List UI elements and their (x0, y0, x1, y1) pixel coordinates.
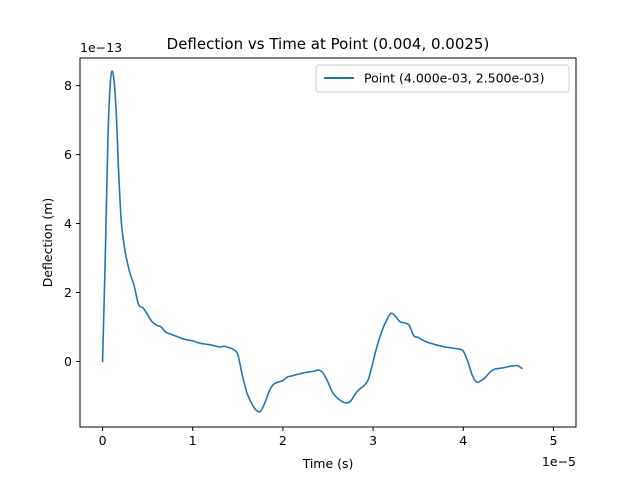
chart-title: Deflection vs Time at Point (0.004, 0.00… (167, 35, 490, 53)
y-axis: 0 2 4 6 8 (64, 78, 80, 369)
plot-frame (79, 57, 577, 428)
x-tick-label: 5 (549, 433, 557, 448)
series-line-0 (101, 70, 523, 413)
y-tick-label: 2 (64, 285, 72, 300)
x-tick-label: 4 (459, 433, 467, 448)
y-tick-label: 0 (64, 354, 72, 369)
x-axis: 0 1 2 3 4 5 (99, 427, 557, 448)
x-axis-title: Time (s) (302, 456, 354, 471)
y-axis-title: Deflection (m) (40, 198, 55, 288)
x-tick-label: 2 (279, 433, 287, 448)
y-axis-offset-label: 1e−13 (80, 40, 122, 55)
y-tick-label: 6 (64, 147, 72, 162)
legend-box (315, 64, 570, 93)
x-tick-label: 1 (189, 433, 197, 448)
legend-label: Point (4.000e-03, 2.500e-03) (364, 71, 545, 86)
legend: Point (4.000e-03, 2.500e-03) (315, 64, 570, 93)
y-tick-label: 8 (64, 78, 72, 93)
y-tick-label: 4 (64, 216, 72, 231)
x-axis-offset-label: 1e−5 (542, 454, 576, 469)
x-tick-label: 3 (369, 433, 377, 448)
x-tick-label: 0 (99, 433, 107, 448)
plot-area (101, 70, 523, 413)
